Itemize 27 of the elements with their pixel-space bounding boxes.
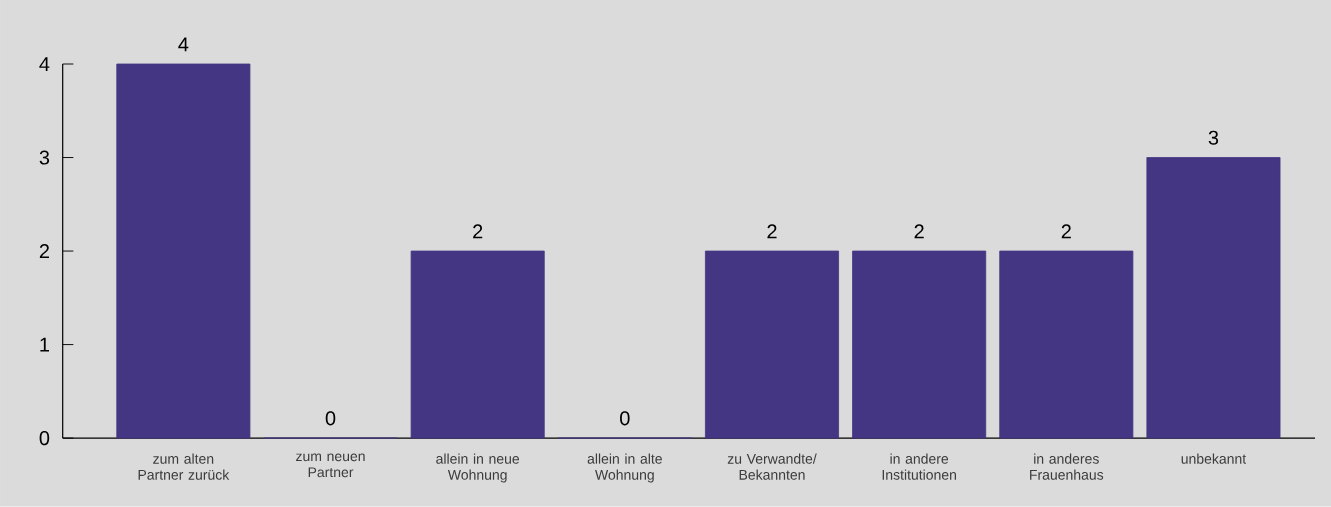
y-tick-label: 2 <box>39 244 49 259</box>
x-tick-label: zum neuen Partner <box>296 453 365 478</box>
data-label: 4 <box>178 37 189 52</box>
data-label: 2 <box>1061 224 1071 239</box>
bar <box>705 250 839 439</box>
y-tick-label: 1 <box>40 337 49 352</box>
y-tick-label: 4 <box>39 57 50 71</box>
data-label: 2 <box>767 224 777 239</box>
data-label: 2 <box>914 224 924 239</box>
bar <box>852 250 987 439</box>
data-label: 2 <box>473 224 483 239</box>
x-tick-label: unbekannt <box>1181 453 1247 464</box>
data-label: 0 <box>620 411 630 426</box>
y-tick-label: 0 <box>39 431 50 446</box>
x-tick-label: zu Verwandte/ Bekannten <box>727 453 817 480</box>
data-label: 3 <box>1208 130 1219 145</box>
bar <box>410 250 545 439</box>
y-tick-label: 3 <box>39 150 50 165</box>
x-tick-label: allein in alte Wohnung <box>587 453 662 483</box>
x-tick-label: in andere Institutionen <box>882 453 956 480</box>
data-label: 0 <box>325 411 336 426</box>
bar <box>1146 157 1281 439</box>
bar <box>999 250 1134 439</box>
x-tick-label: allein in neue Wohnung <box>436 453 520 483</box>
bar <box>116 63 251 439</box>
x-tick-label: in anderes Frauenhaus <box>1030 453 1104 480</box>
x-tick-label: zum alten Partner zurück <box>138 453 230 480</box>
